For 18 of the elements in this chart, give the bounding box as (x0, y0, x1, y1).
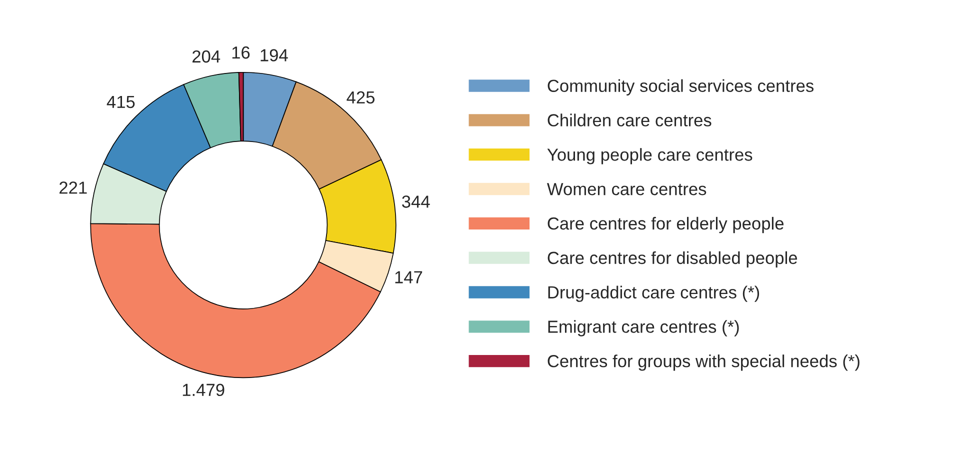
data-label: 415 (106, 96, 135, 108)
legend-label: Care centres for disabled people (548, 251, 798, 268)
legend-label: Drug-addict care centres (*) (548, 286, 760, 302)
legend-label: Care centres for elderly people (548, 216, 784, 234)
data-label: 344 (402, 196, 430, 208)
data-label: 1.479 (182, 384, 224, 396)
data-label: 204 (192, 50, 220, 63)
legend-label: Emigrant care centres (*) (548, 320, 739, 336)
data-label: 147 (395, 271, 422, 284)
data-label: 16 (232, 46, 250, 59)
data-label: 425 (346, 91, 375, 104)
legend-label: Community social services centres (548, 79, 814, 96)
legend-label: Centres for groups with special needs (*) (548, 354, 860, 371)
legend-label: Young people care centres (547, 148, 752, 164)
data-label: 194 (260, 49, 288, 62)
data-label: 221 (60, 182, 87, 194)
legend-label: Women care centres (546, 183, 706, 196)
legend-label: Children care centres (548, 114, 712, 126)
